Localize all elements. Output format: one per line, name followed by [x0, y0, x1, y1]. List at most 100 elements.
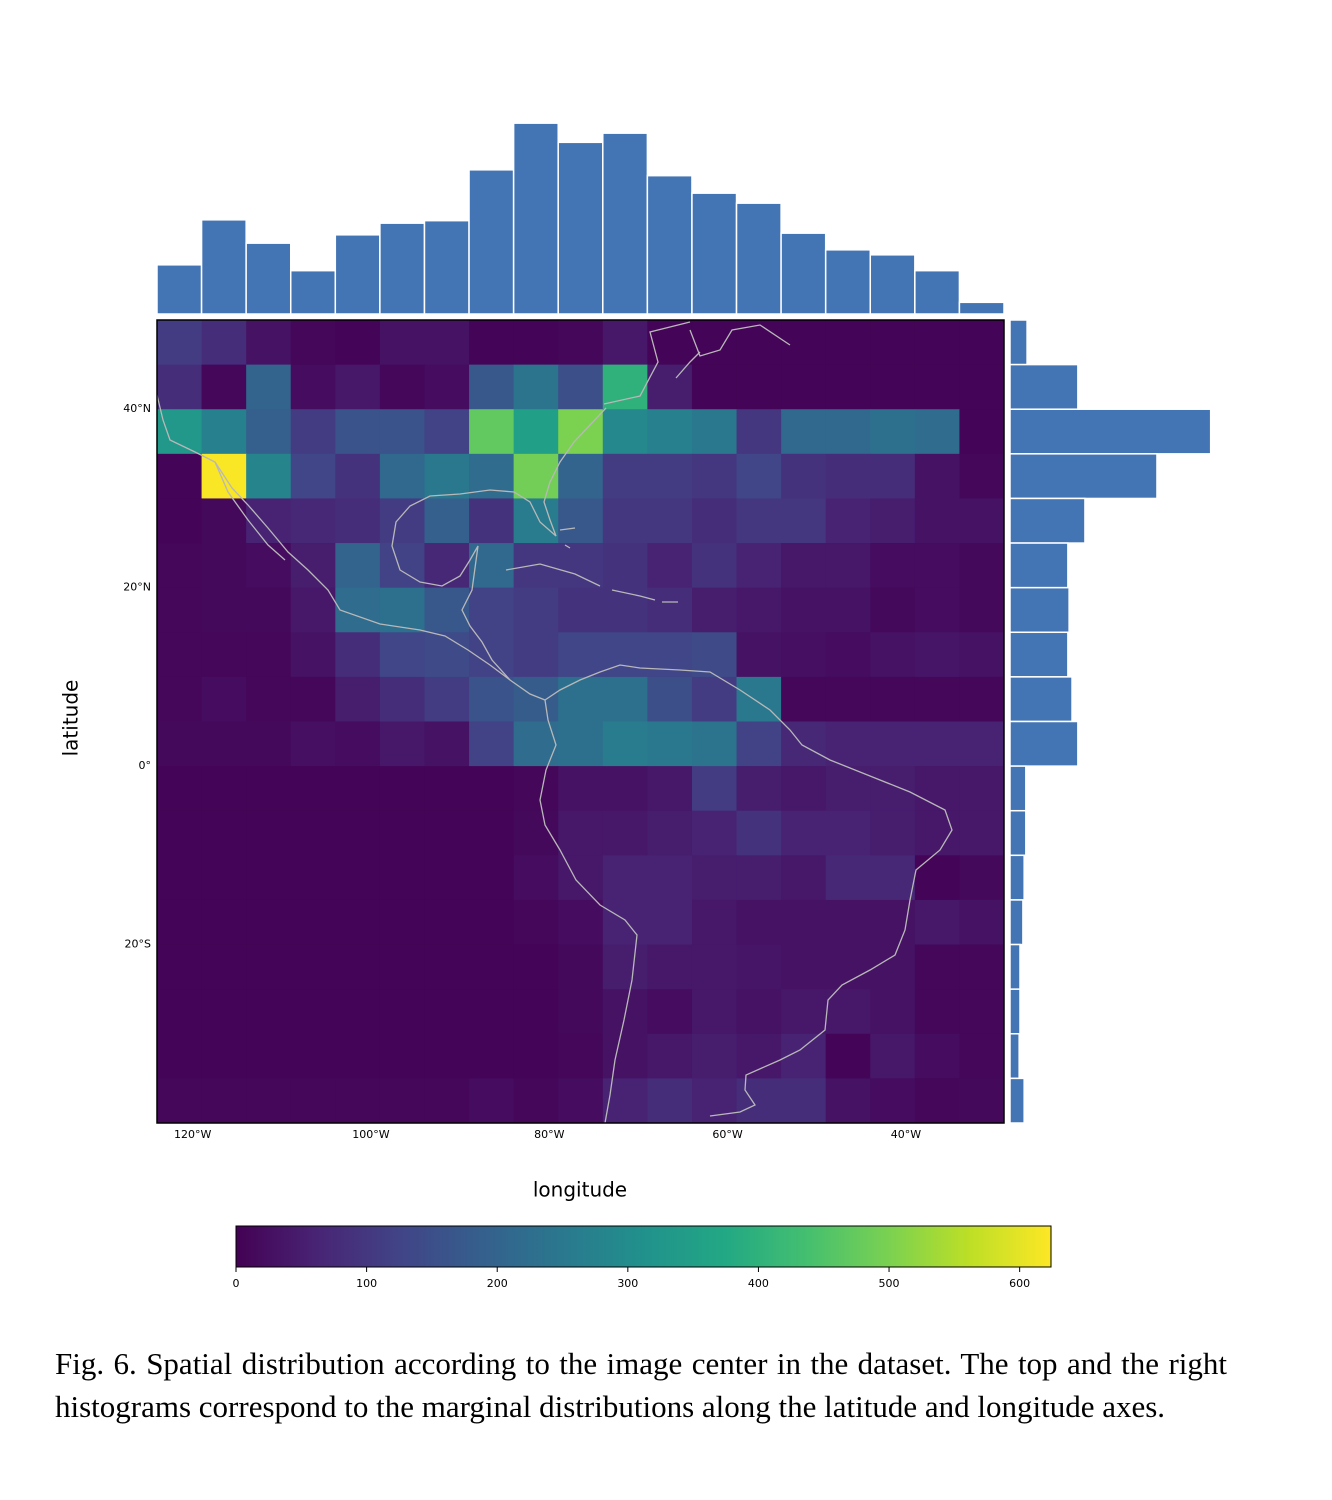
heatmap-cell: [335, 320, 381, 366]
heatmap-cell: [513, 364, 559, 410]
heatmap-cell: [246, 543, 292, 589]
coastlines: [157, 321, 953, 1123]
heatmap-cell: [691, 1078, 738, 1124]
heatmap-cell: [781, 1078, 827, 1124]
y-tick-label: 20°S: [125, 938, 151, 951]
heatmap-cell: [157, 409, 203, 455]
heatmap-cell: [914, 676, 960, 722]
heatmap-cell: [691, 632, 738, 678]
coastline: [505, 527, 678, 603]
coastline: [391, 407, 607, 681]
heatmap-cell: [513, 989, 559, 1035]
heatmap-cell: [157, 320, 203, 366]
heatmap-cell: [781, 810, 827, 856]
heatmap-cell: [290, 766, 336, 812]
histogram-bar: [780, 232, 827, 315]
heatmap-cell: [424, 855, 470, 901]
heatmap-cell: [424, 1033, 470, 1079]
heatmap-cell: [335, 989, 381, 1035]
histogram-bar: [824, 249, 872, 315]
heatmap-cell: [379, 453, 425, 499]
heatmap-cell: [558, 364, 604, 410]
heatmap-cell: [513, 855, 559, 901]
heatmap-cell: [201, 632, 247, 678]
heatmap-cell: [157, 1078, 203, 1124]
heatmap-cell: [157, 632, 203, 678]
heatmap-cell: [914, 320, 960, 366]
heatmap-cell: [959, 766, 1005, 812]
x-tick-label: 60°W: [712, 1128, 742, 1141]
heatmap-cell: [290, 944, 336, 990]
histogram-bar: [1009, 408, 1212, 455]
heatmap-cell: [602, 1078, 648, 1124]
histogram-bar: [1009, 319, 1028, 366]
heatmap-cell: [424, 409, 470, 455]
heatmap-cell: [647, 899, 693, 946]
heatmap-cell: [781, 899, 827, 946]
heatmap-cell: [558, 632, 604, 678]
heatmap-cell: [246, 409, 292, 455]
heatmap-cell: [736, 453, 782, 499]
histogram-bar: [1009, 586, 1070, 634]
heatmap-cell: [959, 1033, 1005, 1079]
heatmap-cell: [424, 320, 470, 366]
heatmap-cell: [290, 676, 336, 722]
histogram-bar: [1009, 631, 1069, 678]
heatmap-cell: [201, 364, 247, 410]
heatmap-cell: [379, 364, 425, 410]
heatmap-cell: [870, 1078, 916, 1124]
heatmap-cell: [469, 855, 515, 901]
heatmap-cell: [157, 721, 203, 767]
y-tick-label: 40°N: [123, 402, 151, 415]
heatmap-cell: [647, 543, 693, 589]
heatmap-cell: [424, 810, 470, 856]
heatmap-cell: [469, 766, 515, 812]
heatmap-cell: [424, 676, 470, 722]
heatmap-cell: [424, 632, 470, 678]
heatmap-cell: [914, 810, 960, 856]
histogram-bar: [468, 169, 515, 315]
heatmap-cell: [424, 989, 470, 1035]
heatmap-cell: [781, 498, 827, 544]
heatmap-cell: [335, 855, 381, 901]
heatmap-cell: [870, 632, 916, 678]
heatmap-cell: [157, 810, 203, 856]
heatmap-cell: [335, 498, 381, 544]
heatmap-cell: [558, 587, 604, 633]
histogram-bar: [602, 132, 649, 315]
heatmap-cell: [513, 1078, 559, 1124]
heatmap-cell: [959, 543, 1005, 589]
heatmap-cell: [558, 1033, 604, 1079]
heatmap-cell: [558, 855, 604, 901]
heatmap-cell: [647, 364, 693, 410]
x-tick-label: 100°W: [352, 1128, 389, 1141]
heatmap-cell: [647, 1078, 693, 1124]
heatmap-cell: [246, 944, 292, 990]
heatmap-cell: [914, 721, 960, 767]
heatmap-cell: [246, 721, 292, 767]
heatmap-cell: [469, 721, 515, 767]
heatmap-cell: [201, 721, 247, 767]
histogram-bar: [512, 122, 559, 315]
heatmap-cell: [825, 721, 871, 767]
heatmap-cell: [781, 944, 827, 990]
heatmap-cell: [691, 989, 738, 1035]
heatmap-cell: [736, 409, 782, 455]
heatmap-cell: [736, 899, 782, 946]
heatmap-cell: [602, 543, 648, 589]
heatmap-cell: [157, 1033, 203, 1079]
heatmap-cell: [825, 1033, 871, 1079]
x-tick-label: 80°W: [534, 1128, 564, 1141]
histogram-bar: [1009, 765, 1027, 812]
heatmap-cell: [246, 855, 292, 901]
heatmap-cell: [870, 766, 916, 812]
heatmap-cell: [870, 587, 916, 633]
heatmap-cell: [825, 855, 871, 901]
heatmap-cell: [558, 766, 604, 812]
heatmap-cell: [246, 1033, 292, 1079]
heatmap-cell: [914, 498, 960, 544]
heatmap-cell: [424, 453, 470, 499]
heatmap-cell: [691, 899, 738, 946]
heatmap-cell: [424, 498, 470, 544]
heatmap-cell: [870, 453, 916, 499]
